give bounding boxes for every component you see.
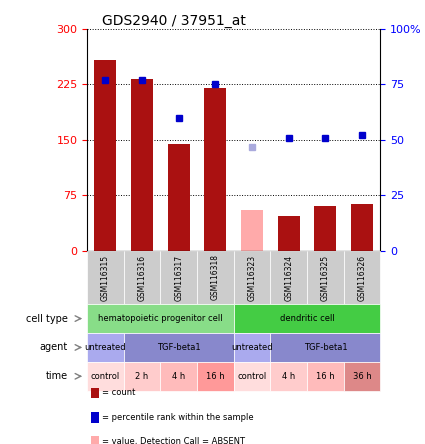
Text: time: time: [46, 371, 68, 381]
Text: GSM116325: GSM116325: [321, 254, 330, 301]
Text: control: control: [238, 372, 267, 381]
Text: GSM116323: GSM116323: [248, 254, 257, 301]
Bar: [204, 88, 227, 251]
Text: 2 h: 2 h: [136, 372, 149, 381]
Bar: [241, 210, 263, 251]
Text: GDS2940 / 37951_at: GDS2940 / 37951_at: [102, 14, 246, 28]
Text: 36 h: 36 h: [353, 372, 371, 381]
Text: 16 h: 16 h: [206, 372, 225, 381]
Text: control: control: [91, 372, 120, 381]
Text: = percentile rank within the sample: = percentile rank within the sample: [102, 413, 254, 422]
Text: GSM116318: GSM116318: [211, 254, 220, 301]
Text: cell type: cell type: [26, 313, 68, 324]
Text: agent: agent: [40, 342, 68, 353]
Text: GSM116315: GSM116315: [101, 254, 110, 301]
Text: 4 h: 4 h: [172, 372, 185, 381]
Text: untreated: untreated: [85, 343, 126, 352]
Text: = count: = count: [102, 388, 136, 397]
Bar: [278, 216, 300, 251]
Bar: [131, 79, 153, 251]
Text: 4 h: 4 h: [282, 372, 295, 381]
Text: = value, Detection Call = ABSENT: = value, Detection Call = ABSENT: [102, 437, 245, 444]
Bar: [168, 143, 190, 251]
Text: dendritic cell: dendritic cell: [280, 314, 334, 323]
Text: GSM116316: GSM116316: [138, 254, 147, 301]
Text: 16 h: 16 h: [316, 372, 335, 381]
Text: TGF-beta1: TGF-beta1: [157, 343, 201, 352]
Bar: [351, 204, 373, 251]
Text: GSM116326: GSM116326: [357, 254, 366, 301]
Text: GSM116317: GSM116317: [174, 254, 183, 301]
Text: hematopoietic progenitor cell: hematopoietic progenitor cell: [98, 314, 223, 323]
Bar: [94, 60, 116, 251]
Bar: [314, 206, 336, 251]
Text: GSM116324: GSM116324: [284, 254, 293, 301]
Text: untreated: untreated: [231, 343, 273, 352]
Text: TGF-beta1: TGF-beta1: [303, 343, 347, 352]
